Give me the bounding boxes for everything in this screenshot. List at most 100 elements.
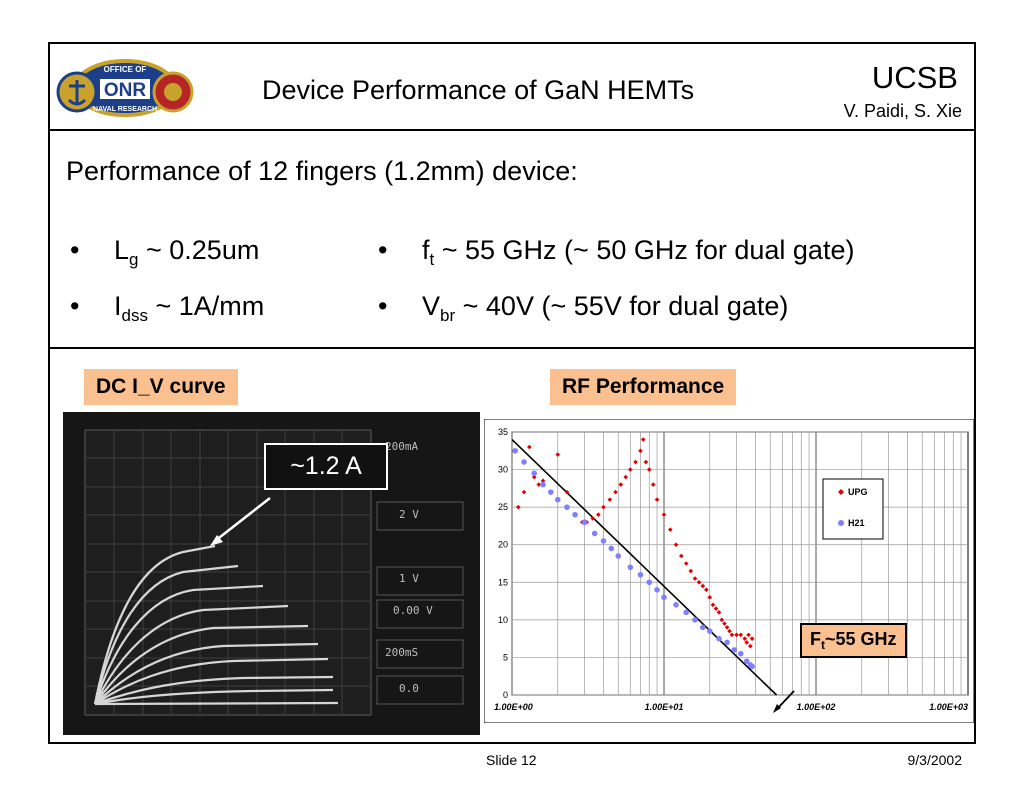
upg-point (679, 553, 684, 559)
upg-point (707, 595, 713, 600)
h21-point (512, 447, 519, 454)
y-tick-label: 30 (498, 465, 508, 475)
h21-point (654, 587, 660, 593)
performance-subtitle: Performance of 12 fingers (1.2mm) device… (66, 156, 578, 186)
upg-point (704, 587, 709, 593)
y-tick-label: 20 (498, 540, 508, 550)
upg-point (654, 497, 660, 502)
upg-point (683, 561, 689, 566)
bullet-lg: • Lg ~ 0.25um (70, 235, 260, 269)
h21-point (627, 564, 634, 571)
dc-iv-label: DC I_V curve (84, 369, 238, 405)
h21-point (521, 459, 527, 465)
h21-point (600, 538, 607, 544)
upg-point (722, 621, 727, 626)
upg-point (638, 448, 643, 454)
upg-point (633, 459, 638, 465)
h21-point (615, 553, 622, 559)
h21-point (683, 609, 690, 616)
svg-text:2 V: 2 V (399, 508, 419, 521)
upg-point (515, 504, 521, 510)
h21-point (637, 571, 644, 578)
upg-point (618, 482, 624, 487)
h21-point (646, 579, 653, 586)
upg-point (742, 636, 748, 641)
h21-point (749, 663, 755, 670)
h21-point (540, 481, 546, 488)
upg-point (673, 542, 679, 548)
upg-point (748, 643, 753, 649)
svg-text:0.0: 0.0 (399, 682, 419, 695)
rf-performance-label: RF Performance (550, 369, 737, 405)
svg-text:ONR: ONR (104, 80, 147, 101)
upg-point (527, 444, 532, 450)
upg-point (713, 606, 719, 611)
slide-date: 9/3/2002 (907, 752, 963, 768)
upg-point (749, 636, 755, 641)
upg-point (727, 628, 732, 634)
y-tick-label: 5 (503, 652, 508, 662)
upg-point (627, 467, 633, 472)
x-tick-label: 1.00E+02 (797, 702, 836, 712)
svg-text:OFFICE OF: OFFICE OF (104, 65, 147, 74)
h21-point (548, 489, 554, 495)
svg-text:1 V: 1 V (399, 572, 419, 585)
current-callout: ~1.2 A (264, 443, 388, 490)
legend-upg-marker (838, 489, 844, 495)
x-tick-label: 1.00E+03 (929, 702, 968, 712)
upg-point (531, 474, 537, 480)
h21-point (692, 617, 698, 623)
upg-point (623, 474, 629, 480)
svg-text:200mA: 200mA (385, 440, 418, 453)
ft-callout: Ft~55 GHz (800, 623, 907, 658)
h21-point (706, 628, 713, 634)
bullet-idss: • Idss ~ 1A/mm (70, 291, 265, 325)
svg-text:NAVAL RESEARCH: NAVAL RESEARCH (93, 106, 157, 113)
upg-point (601, 504, 606, 510)
dc-iv-photo: 200mA 2 V 1 V 0.00 V 200mS 0.0 ~1.2 A (63, 412, 480, 735)
upg-point (613, 489, 618, 495)
rf-performance-chart: 0 5 10 15 20 25 30 35 1.00E+00 1.00E+01 1.00E+02 1.… (484, 419, 974, 723)
bullet-ft: • ft ~ 55 GHz (~ 50 GHz for dual gate) (378, 235, 855, 269)
upg-point (716, 610, 722, 615)
upg-point (646, 467, 652, 472)
h21-point (608, 545, 615, 552)
slide-frame (48, 42, 976, 744)
upg-point (640, 437, 646, 442)
upg-point (734, 632, 739, 638)
h21-point (743, 658, 750, 664)
h21-point (731, 647, 738, 653)
h21-point (737, 650, 744, 657)
h21-point (700, 624, 706, 631)
upg-point (555, 452, 561, 457)
slide-number: Slide 12 (486, 752, 537, 768)
y-tick-label: 25 (498, 502, 508, 512)
org-name: UCSB (871, 60, 958, 95)
upg-point (744, 640, 749, 645)
iv-curve-trace: 200mA 2 V 1 V 0.00 V 200mS 0.0 (63, 412, 480, 735)
h21-point (581, 519, 588, 525)
ft-arrow (776, 690, 795, 710)
svg-text:200mS: 200mS (385, 646, 418, 659)
y-tick-label: 15 (498, 577, 508, 587)
upg-point (724, 625, 730, 630)
h21-point (591, 530, 598, 537)
chart-legend: UPG H21 (822, 478, 884, 540)
h21-point (673, 602, 679, 608)
upg-point (596, 512, 601, 517)
callout-arrow (214, 497, 271, 542)
y-tick-label: 0 (503, 690, 508, 700)
h21-point (661, 594, 667, 601)
authors: V. Paidi, S. Xie (843, 101, 962, 121)
y-tick-label: 35 (498, 427, 508, 437)
ft-fit-line (511, 438, 778, 696)
bullet-vbr: • Vbr ~ 40V (~ 55V for dual gate) (378, 291, 789, 325)
h21-point (554, 496, 561, 503)
x-tick-label: 1.00E+01 (645, 702, 684, 712)
legend-upg-label: UPG (848, 487, 868, 497)
upg-point (710, 602, 716, 608)
legend-h21-label: H21 (848, 518, 865, 528)
upg-point (521, 489, 527, 495)
h21-point (716, 635, 722, 642)
h21-point (564, 504, 570, 510)
